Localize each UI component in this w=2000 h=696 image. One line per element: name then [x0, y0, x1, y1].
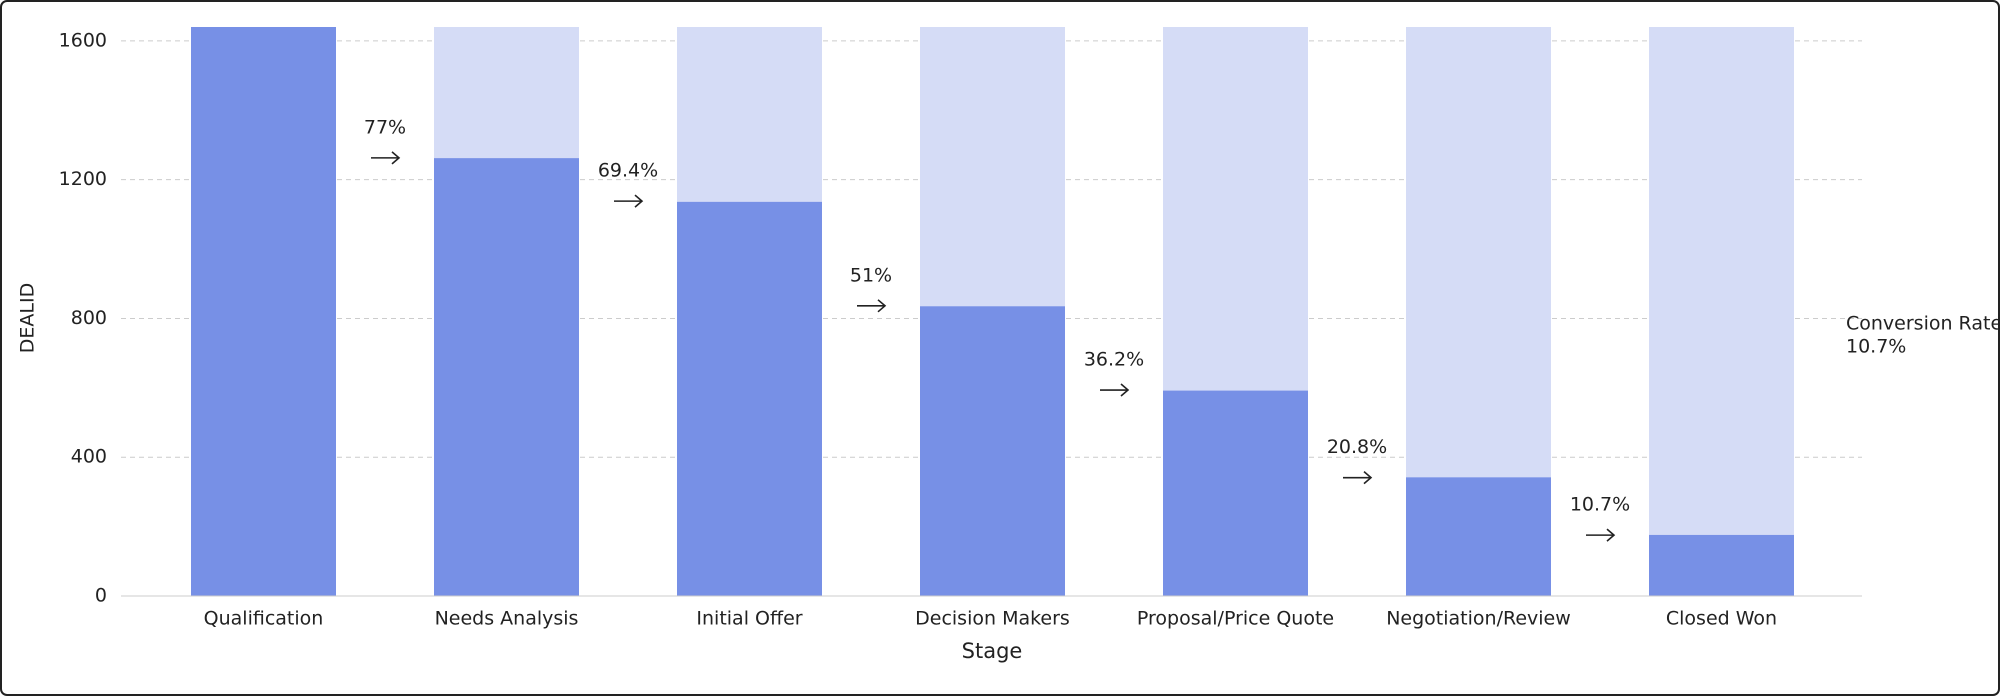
bar: [434, 158, 579, 596]
x-axis-label: Stage: [962, 639, 1023, 663]
x-tick-label: Qualification: [204, 608, 324, 630]
y-tick-label: 0: [95, 585, 107, 607]
y-tick-label: 800: [71, 307, 107, 329]
plot: 0 400 800 1200 1600 Qualification Needs Analys…: [59, 27, 1862, 630]
x-tick-label: Proposal/Price Quote: [1137, 608, 1334, 630]
conversion-label: 20.8%: [1327, 436, 1387, 458]
conversion-arrow: [1100, 383, 1130, 397]
conversion-label: 77%: [364, 116, 406, 138]
annotation: Conversion Rate:: [1846, 313, 2000, 335]
x-tick-label: Closed Won: [1666, 608, 1777, 630]
x-tick-label: Decision Makers: [915, 608, 1070, 630]
bar: [920, 306, 1065, 596]
x-tick-label: Negotiation/Review: [1386, 608, 1571, 630]
conversion-arrow: [371, 151, 401, 165]
conversion-arrow: [1343, 471, 1373, 485]
bar: [1649, 534, 1794, 596]
bar: [1163, 390, 1308, 596]
y-axis-label: DEALID: [17, 283, 39, 353]
annotation: 10.7%: [1846, 336, 1906, 358]
y-tick-label: 400: [71, 446, 107, 468]
x-tick-label: Initial Offer: [696, 608, 802, 630]
conversion-arrow: [614, 194, 644, 208]
conversion-label: 69.4%: [598, 160, 658, 182]
bar: [1406, 477, 1551, 596]
conversion-label: 36.2%: [1084, 349, 1144, 371]
conversion-label: 51%: [850, 264, 892, 286]
y-tick-label: 1600: [59, 29, 107, 51]
bar: [677, 201, 822, 597]
conversion-arrow: [857, 299, 887, 313]
conversion-label: 10.7%: [1570, 494, 1630, 516]
y-tick-label: 1200: [59, 168, 107, 190]
conversion-arrow: [1586, 528, 1616, 542]
background-bar: [1649, 27, 1794, 596]
x-tick-label: Needs Analysis: [435, 608, 579, 630]
bar: [191, 27, 336, 596]
